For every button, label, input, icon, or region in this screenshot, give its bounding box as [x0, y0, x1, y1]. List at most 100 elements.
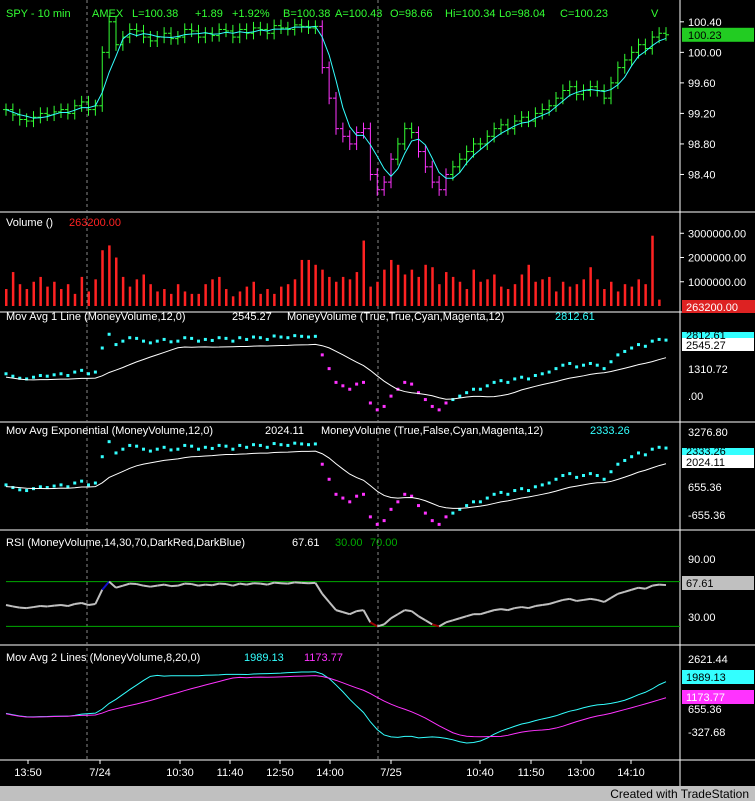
moneyvolume-ema-dot [176, 447, 180, 451]
moneyvolume-ema-dot [623, 458, 627, 462]
moneyvolume-dot [4, 372, 8, 376]
volume-bar [328, 276, 331, 306]
rsi-segment [569, 597, 577, 602]
rsi-segment [246, 582, 254, 586]
volume-tick-label: 2000000.00 [688, 253, 746, 265]
rsi-segment [610, 592, 619, 599]
moneyvolume-ema-dot [87, 483, 90, 487]
rsi-segment [652, 583, 660, 587]
rsi-segment [5, 604, 14, 608]
rsi-segment [397, 609, 406, 616]
volume-bar [637, 279, 640, 306]
moneyvolume-ema-dot [410, 494, 414, 498]
volume-bar [204, 284, 207, 306]
rsi-segment [232, 582, 241, 587]
volume-bar [451, 276, 455, 306]
time-axis-label: 14:10 [617, 767, 645, 779]
moneyvolume-dot [410, 382, 414, 386]
rsi-segment [383, 617, 392, 626]
volume-bar [73, 293, 77, 306]
volume-bar [568, 286, 572, 306]
volume-bar [403, 274, 407, 306]
volume-tick-label: 3000000.00 [688, 228, 746, 240]
moneyvolume-dot [25, 377, 29, 381]
ma1-badge-top [682, 332, 754, 340]
price-header-field: +1.89 [195, 8, 223, 20]
moneyvolume-ema-dot [430, 519, 434, 523]
ma2-value1: 1989.13 [244, 652, 284, 664]
price-last-badge [682, 27, 754, 42]
rsi-segment [535, 604, 543, 608]
rsi-segment [205, 583, 213, 587]
volume-bar [589, 267, 592, 306]
moneyvolume-dot [568, 361, 572, 365]
moneyvolume-ema-dot [478, 500, 482, 504]
moneyvolume-dot [437, 408, 441, 412]
rsi-segment [74, 601, 82, 605]
moneyvolume-dot [341, 384, 345, 388]
moneyvolume-ema-dot [80, 479, 84, 483]
moneyvolume-dot [11, 374, 15, 378]
moneyvolume-ema-dot [279, 443, 283, 447]
ema-tick-label: -655.36 [688, 510, 725, 522]
moneyvolume-dot [527, 377, 530, 381]
rsi-segment [191, 583, 199, 587]
volume-bar [541, 279, 544, 306]
footer-credit: Created with TradeStation [610, 787, 749, 801]
rsi-title: RSI (MoneyVolume,14,30,70,DarkRed,DarkBl… [6, 537, 245, 549]
time-axis-label: 7/25 [380, 767, 401, 779]
ema-line [5, 450, 667, 509]
volume-bar [25, 289, 29, 306]
volume-bar [273, 293, 276, 306]
moneyvolume-dot [80, 368, 84, 372]
moneyvolume-ema-dot [588, 472, 592, 476]
ema-value2: 2333.26 [590, 425, 630, 437]
moneyvolume-ema-dot [327, 477, 331, 481]
volume-bar [362, 240, 365, 306]
price-tick-label: 100.40 [688, 17, 722, 29]
volume-bar [121, 276, 125, 306]
moneyvolume-dot [300, 334, 304, 338]
rsi-segment [225, 583, 234, 587]
rsi-segment [122, 582, 131, 587]
volume-bar [190, 293, 194, 306]
price-header-field: O=98.66 [390, 8, 433, 20]
volume-bar [630, 286, 634, 306]
moneyvolume-ema-dot [554, 477, 558, 481]
rsi-segment [528, 605, 536, 610]
moneyvolume-dot [472, 387, 475, 391]
price-tick-label: 99.60 [688, 78, 716, 90]
moneyvolume-dot [162, 337, 166, 341]
volume-bar [335, 281, 338, 306]
moneyvolume-ema-dot [4, 483, 8, 487]
ma1-value2: 2812.61 [555, 311, 595, 323]
moneyvolume-ema-dot [362, 492, 365, 496]
moneyvolume-ema-dot [245, 445, 249, 449]
rsi-segment [411, 610, 420, 618]
moneyvolume-dot [190, 336, 194, 340]
moneyvolume-ema-dot [93, 481, 97, 485]
moneyvolume-ema-dot [238, 443, 242, 447]
rsi-tick-label: 90.00 [688, 554, 716, 566]
moneyvolume-dot [224, 336, 228, 340]
volume-bar [321, 269, 324, 306]
rsi-segment [631, 586, 639, 591]
moneyvolume-ema-dot [472, 500, 475, 504]
moneyvolume-ema-dot [169, 448, 173, 452]
ma2-badge1 [682, 670, 754, 684]
time-axis-label: 11:50 [518, 767, 545, 779]
rsi-segment [431, 623, 440, 628]
moneyvolume-dot [148, 341, 152, 345]
moneyvolume-dot [492, 380, 496, 384]
rsi-segment [486, 609, 495, 614]
moneyvolume-dot [664, 338, 668, 342]
rsi-segment [198, 583, 206, 587]
moneyvolume-ema-dot [492, 492, 496, 496]
ema-title2: MoneyVolume (True,False,Cyan,Magenta,12) [321, 425, 543, 437]
price-tick-label: 99.20 [688, 108, 716, 120]
ma2-tick-label: -327.68 [688, 727, 725, 739]
price-header-field: B=100.38 [283, 8, 330, 20]
rsi-segment [445, 619, 454, 624]
